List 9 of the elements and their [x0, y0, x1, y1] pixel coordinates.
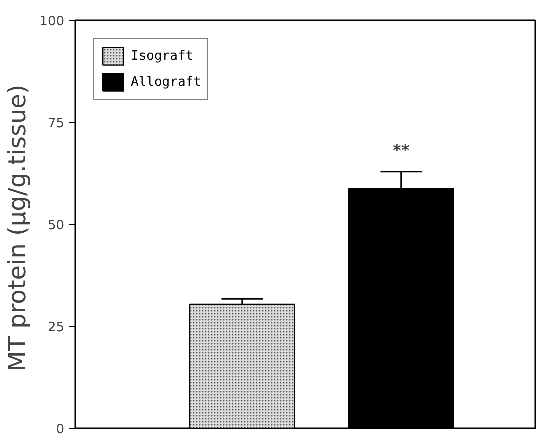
annotation: **	[393, 140, 410, 160]
y-axis-title: MT protein (µg/g.tissue)	[4, 84, 32, 372]
y-tick-label: 50	[48, 218, 65, 234]
legend-label: Isograft	[131, 48, 194, 64]
y-tick-label: 100	[40, 14, 65, 30]
y-tick-label: 75	[48, 116, 65, 132]
legend-label: Allograft	[131, 74, 202, 90]
y-tick-label: 25	[48, 320, 65, 336]
y-tick-label: 0	[56, 422, 65, 434]
